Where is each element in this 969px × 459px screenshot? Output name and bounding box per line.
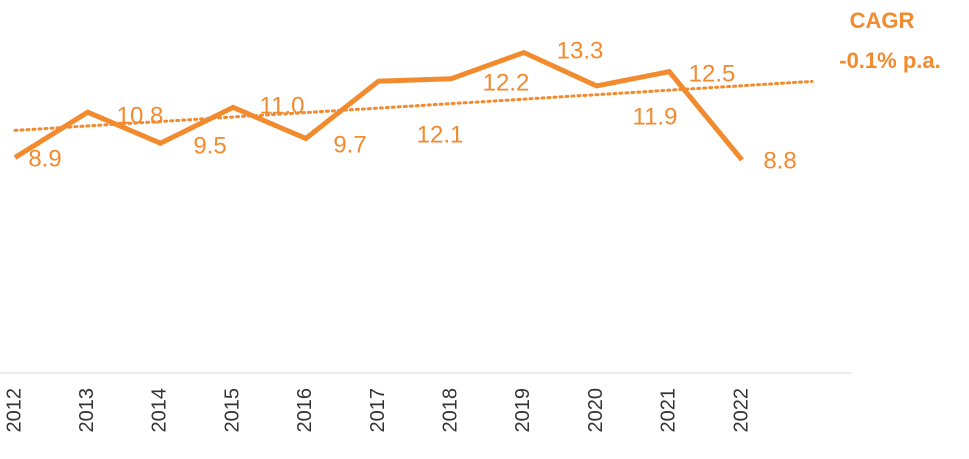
x-tick-label: 2013	[76, 388, 98, 433]
x-tick-label: 2018	[439, 388, 461, 433]
x-tick-label: 2020	[585, 388, 607, 433]
x-tick-label: 2017	[367, 388, 389, 433]
data-label: 11.0	[260, 92, 305, 119]
data-label: 12.2	[483, 69, 530, 96]
data-label: 10.8	[117, 102, 164, 129]
x-tick-label: 2019	[512, 388, 534, 433]
data-label: 12.5	[689, 60, 736, 87]
data-label: 13.3	[557, 37, 604, 64]
data-label: 9.7	[333, 131, 366, 158]
x-tick-label: 2016	[294, 388, 316, 433]
annotation: -0.1% p.a.	[839, 48, 940, 73]
x-tick-label: 2021	[658, 388, 680, 433]
x-tick-label: 2022	[730, 388, 752, 433]
trend-line	[13, 79, 814, 132]
line	[13, 49, 744, 162]
x-tick-label: 2014	[149, 388, 171, 433]
data-label: 9.5	[193, 132, 226, 159]
data-label: 12.1	[417, 121, 464, 148]
data-label: 8.9	[28, 145, 61, 172]
annotation: CAGR	[850, 8, 915, 33]
data-label: 11.9	[633, 103, 678, 130]
data-label: 8.8	[763, 147, 796, 174]
x-tick-label: 2015	[221, 388, 243, 433]
x-tick-label: 2012	[3, 388, 25, 433]
